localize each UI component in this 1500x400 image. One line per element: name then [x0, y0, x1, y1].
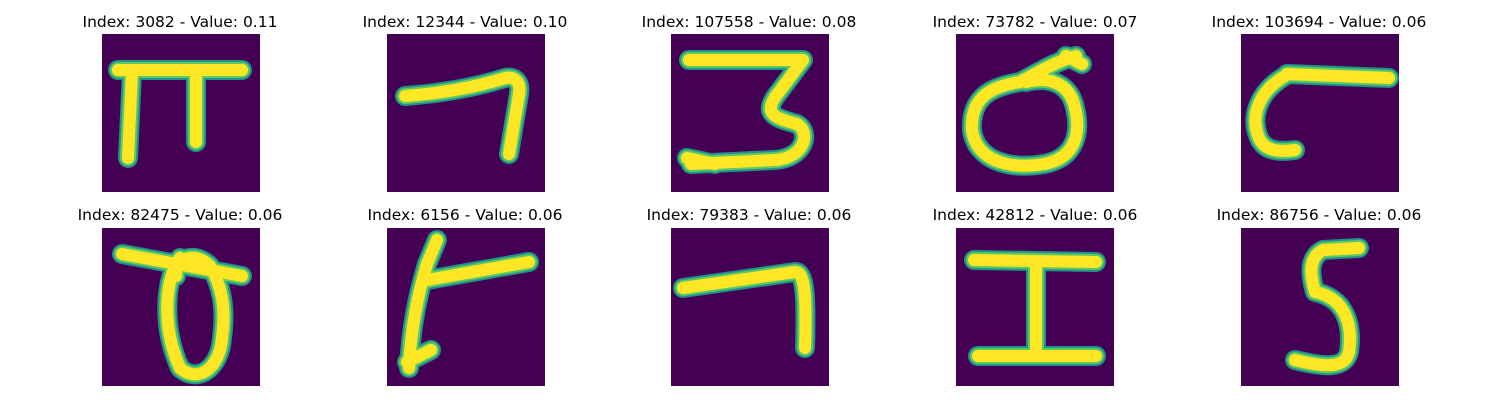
sample-title: Index: 12344 - Value: 0.10 [362, 13, 568, 31]
sample-image [1241, 34, 1399, 192]
three-like-glyph [671, 34, 829, 192]
sample-title: Index: 73782 - Value: 0.07 [932, 13, 1138, 31]
curl-dash-glyph [1241, 34, 1399, 192]
sample-image [102, 228, 260, 386]
sample-title: Index: 79383 - Value: 0.06 [646, 206, 852, 224]
i-beam-glyph [956, 228, 1114, 386]
sample-title: Index: 86756 - Value: 0.06 [1216, 206, 1422, 224]
sample-image [956, 228, 1114, 386]
seven-like-glyph [671, 228, 829, 386]
sample-title: Index: 107558 - Value: 0.08 [641, 13, 857, 31]
sample-image [1241, 228, 1399, 386]
hook-stroke-glyph [387, 34, 545, 192]
sample-title: Index: 6156 - Value: 0.06 [367, 206, 563, 224]
sample-image [102, 34, 260, 192]
sample-image [387, 34, 545, 192]
sample-image [671, 228, 829, 386]
sample-title: Index: 103694 - Value: 0.06 [1211, 13, 1427, 31]
loop-glyph [956, 34, 1114, 192]
pi-like-glyph [102, 34, 260, 192]
sample-image [387, 228, 545, 386]
sample-image [956, 34, 1114, 192]
branch-glyph [387, 228, 545, 386]
sample-title: Index: 3082 - Value: 0.11 [82, 13, 278, 31]
sample-image [671, 34, 829, 192]
sample-title: Index: 42812 - Value: 0.06 [932, 206, 1138, 224]
sample-title: Index: 82475 - Value: 0.06 [77, 206, 283, 224]
theta-like-glyph [102, 228, 260, 386]
five-like-glyph [1241, 228, 1399, 386]
